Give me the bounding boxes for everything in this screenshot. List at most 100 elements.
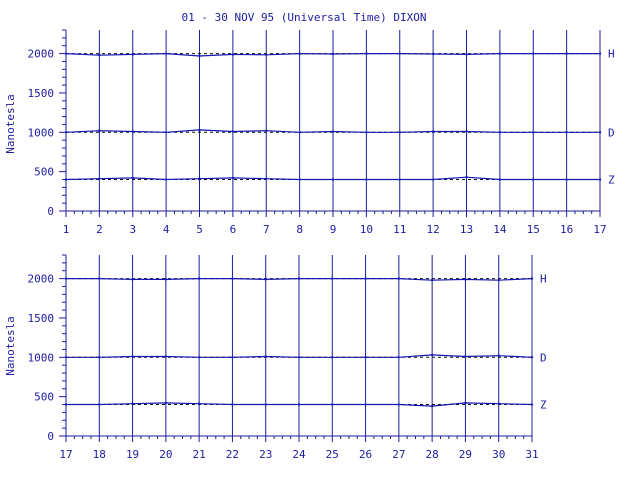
- data-point: [165, 278, 167, 280]
- data-point: [198, 277, 200, 279]
- x-tick-label: 18: [93, 448, 106, 461]
- x-tick-label: 29: [459, 448, 472, 461]
- series-label-z: Z: [608, 174, 615, 187]
- data-point: [431, 279, 433, 281]
- data-point: [565, 178, 567, 180]
- data-point: [65, 52, 67, 54]
- data-point: [465, 130, 467, 132]
- data-point: [232, 130, 234, 132]
- chart-title: 01 - 30 NOV 95 (Universal Time) DIXON: [181, 11, 426, 24]
- x-tick-label: 17: [59, 448, 72, 461]
- data-point: [298, 131, 300, 133]
- x-tick-label: 16: [560, 223, 573, 236]
- data-point: [331, 403, 333, 405]
- x-tick-label: 17: [593, 223, 606, 236]
- x-tick-label: 22: [226, 448, 239, 461]
- x-tick-label: 26: [359, 448, 372, 461]
- data-point: [464, 355, 466, 357]
- data-point: [498, 279, 500, 281]
- data-point: [65, 277, 67, 279]
- data-point: [265, 130, 267, 132]
- data-point: [432, 53, 434, 55]
- data-point: [265, 403, 267, 405]
- data-point: [532, 52, 534, 54]
- data-point: [165, 52, 167, 54]
- y-tick-label: 0: [47, 430, 54, 443]
- data-point: [298, 356, 300, 358]
- data-point: [198, 356, 200, 358]
- y-tick-label: 1000: [28, 126, 55, 139]
- x-tick-label: 25: [326, 448, 339, 461]
- data-point: [498, 403, 500, 405]
- data-point: [565, 52, 567, 54]
- data-point: [65, 178, 67, 180]
- series-label-h: H: [608, 48, 615, 61]
- data-point: [365, 178, 367, 180]
- x-tick-label: 4: [163, 223, 170, 236]
- data-point: [431, 405, 433, 407]
- data-point: [599, 131, 601, 133]
- data-point: [398, 403, 400, 405]
- data-point: [265, 178, 267, 180]
- data-point: [499, 52, 501, 54]
- y-axis-label: Nanotesla: [4, 94, 17, 154]
- data-point: [198, 129, 200, 131]
- data-point: [532, 131, 534, 133]
- x-tick-label: 31: [525, 448, 538, 461]
- series-label-h: H: [540, 273, 547, 286]
- data-point: [231, 403, 233, 405]
- y-tick-label: 2000: [28, 273, 55, 286]
- data-point: [364, 277, 366, 279]
- x-tick-label: 30: [492, 448, 505, 461]
- data-point: [465, 176, 467, 178]
- data-point: [298, 277, 300, 279]
- y-tick-label: 2000: [28, 48, 55, 61]
- data-point: [332, 53, 334, 55]
- x-tick-label: 6: [230, 223, 237, 236]
- data-point: [198, 403, 200, 405]
- data-point: [98, 277, 100, 279]
- data-point: [98, 356, 100, 358]
- data-point: [398, 356, 400, 358]
- data-point: [131, 355, 133, 357]
- x-tick-label: 9: [330, 223, 337, 236]
- x-tick-label: 20: [159, 448, 172, 461]
- data-point: [599, 52, 601, 54]
- data-point: [531, 277, 533, 279]
- data-point: [65, 131, 67, 133]
- data-point: [231, 277, 233, 279]
- data-point: [232, 53, 234, 55]
- data-point: [465, 53, 467, 55]
- data-point: [332, 130, 334, 132]
- x-tick-label: 11: [393, 223, 406, 236]
- data-point: [132, 177, 134, 179]
- data-point: [331, 356, 333, 358]
- series-label-d: D: [608, 126, 615, 139]
- y-tick-label: 0: [47, 205, 54, 218]
- x-tick-label: 3: [129, 223, 136, 236]
- y-tick-label: 1500: [28, 87, 55, 100]
- data-point: [498, 355, 500, 357]
- x-tick-label: 13: [460, 223, 473, 236]
- y-tick-label: 1000: [28, 351, 55, 364]
- data-point: [332, 178, 334, 180]
- data-point: [231, 356, 233, 358]
- data-point: [531, 403, 533, 405]
- data-point: [431, 354, 433, 356]
- x-tick-label: 14: [493, 223, 507, 236]
- x-tick-label: 1: [63, 223, 70, 236]
- x-tick-label: 24: [292, 448, 306, 461]
- data-point: [464, 402, 466, 404]
- data-point: [364, 356, 366, 358]
- y-tick-label: 500: [34, 166, 54, 179]
- data-point: [565, 131, 567, 133]
- data-point: [98, 54, 100, 56]
- x-tick-label: 19: [126, 448, 139, 461]
- data-point: [265, 54, 267, 56]
- data-point: [399, 52, 401, 54]
- x-tick-label: 8: [296, 223, 303, 236]
- data-point: [98, 178, 100, 180]
- data-point: [298, 178, 300, 180]
